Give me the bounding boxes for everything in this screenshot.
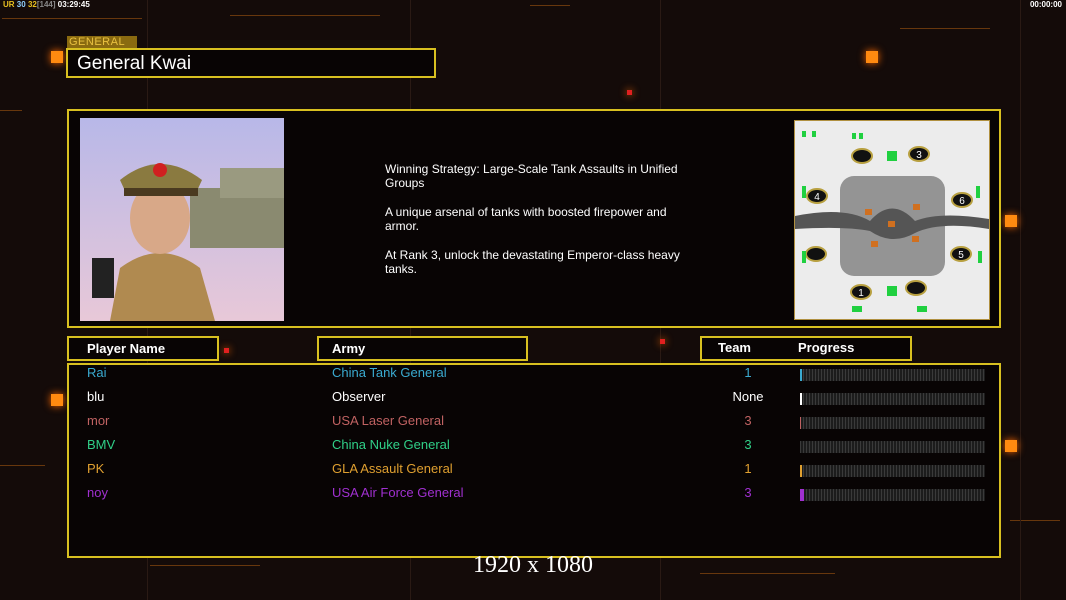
description-strategy: Winning Strategy: Large-Scale Tank Assau…	[385, 162, 678, 190]
header-player-name: Player Name	[67, 336, 219, 361]
description-arsenal: A unique arsenal of tanks with boosted f…	[385, 205, 667, 233]
general-description: Winning Strategy: Large-Scale Tank Assau…	[385, 162, 705, 291]
progress-fill	[800, 489, 804, 501]
description-rank: At Rank 3, unlock the devastating Empero…	[385, 248, 680, 276]
player-name: PK	[87, 461, 105, 476]
player-team: 1	[744, 461, 752, 476]
hud-c: 32	[27, 0, 37, 9]
progress-bar	[800, 417, 985, 429]
player-team: 1	[744, 365, 752, 380]
player-team: None	[732, 389, 764, 404]
header-army: Army	[317, 336, 528, 361]
player-team: 3	[744, 485, 752, 500]
spawn-3: 3	[916, 150, 922, 161]
hud-a: UR	[3, 0, 15, 9]
player-team: 3	[744, 413, 752, 428]
player-name: mor	[87, 413, 110, 428]
progress-fill	[800, 465, 802, 477]
hud-time: 03:29:45	[57, 0, 90, 9]
map-preview[interactable]: 1 3 4 5 6	[794, 120, 990, 320]
general-portrait	[80, 118, 284, 321]
progress-bar	[800, 489, 985, 501]
game-clock: 00:00:00	[1029, 0, 1062, 9]
spawn-4: 4	[814, 192, 820, 203]
player-army: China Nuke General	[332, 437, 450, 452]
player-row[interactable]: PK GLA Assault General 1	[0, 461, 1066, 481]
player-row[interactable]: Rai China Tank General 1	[0, 365, 1066, 385]
hud-stats: UR 30 32[144] 03:29:45	[3, 0, 90, 9]
player-army: USA Air Force General	[332, 485, 464, 500]
progress-fill	[800, 393, 802, 405]
resolution-label: 1920 x 1080	[473, 552, 593, 578]
spawn-5: 5	[958, 250, 964, 261]
player-army: USA Laser General	[332, 413, 445, 428]
spawn-6: 6	[959, 196, 965, 207]
player-army: China Tank General	[332, 365, 447, 380]
progress-bar	[800, 393, 985, 405]
general-label: GENERAL	[67, 36, 137, 48]
player-row[interactable]: BMV China Nuke General 3	[0, 437, 1066, 457]
player-row[interactable]: noy USA Air Force General 3	[0, 485, 1066, 505]
player-row[interactable]: mor USA Laser General 3	[0, 413, 1066, 433]
header-progress: Progress	[798, 340, 855, 355]
progress-bar	[800, 465, 985, 477]
player-army: Observer	[332, 389, 386, 404]
player-name: Rai	[87, 365, 107, 380]
header-team: Team	[718, 340, 751, 355]
hud-d: [144]	[36, 0, 56, 9]
player-name: blu	[87, 389, 105, 404]
player-name: noy	[87, 485, 108, 500]
hud-fps: 30	[16, 0, 26, 9]
player-team: 3	[744, 437, 752, 452]
header-team-progress: Team Progress	[700, 336, 912, 361]
general-name: General Kwai	[66, 48, 436, 78]
progress-fill	[800, 369, 802, 381]
player-row[interactable]: blu Observer None	[0, 389, 1066, 409]
player-army: GLA Assault General	[332, 461, 453, 476]
progress-bar	[800, 369, 985, 381]
progress-fill	[800, 417, 801, 429]
player-name: BMV	[87, 437, 116, 452]
progress-bar	[800, 441, 985, 453]
spawn-1: 1	[858, 288, 864, 299]
